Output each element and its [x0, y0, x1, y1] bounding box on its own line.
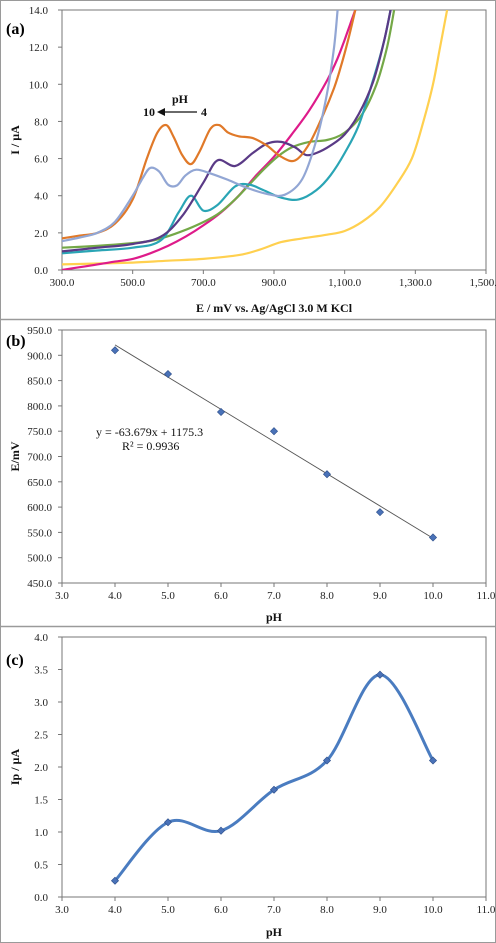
data-point [428, 756, 438, 765]
x-tick-label: 10.0 [423, 590, 443, 602]
y-tick-label: 12.0 [29, 42, 49, 54]
voltammogram-series-3 [62, 10, 396, 249]
panel-label: (a) [6, 21, 25, 38]
data-point [110, 876, 120, 885]
x-tick-label: 300.0 [50, 277, 75, 289]
x-tick-label: 4.0 [108, 904, 122, 916]
y-tick-label: 700.0 [27, 452, 52, 464]
y-tick-label: 0.0 [34, 892, 48, 904]
voltammogram-series-6 [62, 10, 357, 240]
x-tick-label: 3.0 [55, 590, 69, 602]
x-tick-label: 3.0 [55, 904, 69, 916]
voltammogram-series-4 [62, 10, 392, 255]
x-tick-label: 8.0 [320, 590, 334, 602]
plot-area-frame [61, 329, 487, 584]
x-tick-label: 1,300.0 [399, 277, 433, 289]
x-tick-label: 500.0 [120, 277, 145, 289]
chart-panel-3: (c) 3.0 4.0 5.0 6.0 7.0 8.0 9.0 10.0 11.0 0.0 0.5 1.… [6, 632, 496, 939]
y-tick-label: 750.0 [27, 426, 52, 438]
voltammogram-series-5 [62, 10, 392, 253]
x-axis-title: pH [266, 925, 283, 939]
x-tick-label: 1,500.0 [470, 277, 496, 289]
chart-panel-2: (b) 3.0 4.0 5.0 6.0 7.0 8.0 9.0 10.0 11.0 450.0 500… [6, 325, 496, 624]
y-tick-label: 1.5 [34, 795, 48, 807]
y-tick-label: 600.0 [27, 502, 52, 514]
x-tick-label: 700.0 [191, 277, 216, 289]
data-point [375, 670, 385, 679]
x-tick-label: 6.0 [214, 590, 228, 602]
ph-arrow-label: pH [172, 92, 189, 106]
x-tick-label: 8.0 [320, 904, 334, 916]
x-tick-label: 900.0 [262, 277, 287, 289]
x-tick-label: 11.0 [477, 904, 496, 916]
chart-panel-1: (a) 300.0 500.0 700.0 900.0 1,100.0 1,300.0 1,5… [6, 5, 496, 315]
y-tick-label: 4.0 [34, 191, 48, 203]
ph-arrow-head-icon [157, 108, 165, 116]
y-tick-label: 1.0 [34, 827, 48, 839]
voltammogram-series-7 [62, 10, 339, 243]
data-point [428, 533, 438, 542]
y-axis-title: E/mV [8, 441, 22, 471]
y-tick-label: 14.0 [29, 5, 49, 17]
ip-vs-ph-curve [113, 673, 435, 882]
panel-label: (c) [6, 652, 24, 669]
y-tick-label: 0.0 [34, 265, 48, 277]
series-group [62, 10, 449, 270]
data-point [269, 785, 279, 794]
x-tick-label: 5.0 [161, 904, 175, 916]
y-tick-label: 800.0 [27, 401, 52, 413]
y-tick-label: 450.0 [27, 578, 52, 590]
y-tick-label: 950.0 [27, 325, 52, 337]
plot-area-frame [61, 9, 487, 271]
y-axis-title: I / µA [8, 125, 22, 155]
data-point [269, 427, 279, 436]
y-tick-label: 2.0 [34, 228, 48, 240]
panel-label: (b) [6, 333, 26, 350]
ph-arrow-from: 10 [143, 105, 155, 119]
y-tick-label: 650.0 [27, 477, 52, 489]
x-tick-label: 5.0 [161, 590, 175, 602]
data-point [163, 818, 173, 827]
y-tick-label: 3.0 [34, 697, 48, 709]
y-tick-label: 0.5 [34, 860, 48, 872]
x-tick-label: 10.0 [423, 904, 443, 916]
x-axis-title: E / mV vs. Ag/AgCl 3.0 M KCl [196, 301, 353, 315]
regression-equation: y = -63.679x + 1175.3 [96, 425, 203, 439]
r-squared-value: R² = 0.9936 [122, 439, 179, 453]
data-point [322, 756, 332, 765]
y-tick-label: 8.0 [34, 116, 48, 128]
x-tick-label: 6.0 [214, 904, 228, 916]
y-tick-label: 2.5 [34, 730, 48, 742]
y-tick-label: 850.0 [27, 376, 52, 388]
data-point [216, 407, 226, 416]
data-point [163, 369, 173, 379]
x-axis-title: pH [266, 610, 283, 624]
x-tick-label: 11.0 [477, 590, 496, 602]
x-tick-label: 9.0 [373, 590, 387, 602]
x-tick-label: 9.0 [373, 904, 387, 916]
data-point [216, 826, 226, 835]
y-axis-title: Ip / µA [8, 749, 22, 786]
y-tick-label: 2.0 [34, 762, 48, 774]
x-tick-label: 1,100.0 [328, 277, 362, 289]
y-tick-label: 4.0 [34, 632, 48, 644]
x-tick-label: 4.0 [108, 590, 122, 602]
x-tick-label: 7.0 [267, 904, 281, 916]
y-tick-label: 550.0 [27, 527, 52, 539]
ph-arrow-to: 4 [201, 105, 207, 119]
data-point [110, 346, 120, 355]
data-point [322, 470, 332, 479]
y-tick-label: 3.5 [34, 665, 48, 677]
x-tick-label: 7.0 [267, 590, 281, 602]
y-tick-label: 10.0 [29, 79, 49, 91]
plot-area-frame [61, 636, 487, 898]
voltammogram-series-1 [62, 10, 449, 266]
y-tick-label: 6.0 [34, 154, 48, 166]
y-tick-label: 500.0 [27, 553, 52, 565]
y-tick-label: 900.0 [27, 350, 52, 362]
data-point [375, 508, 385, 517]
